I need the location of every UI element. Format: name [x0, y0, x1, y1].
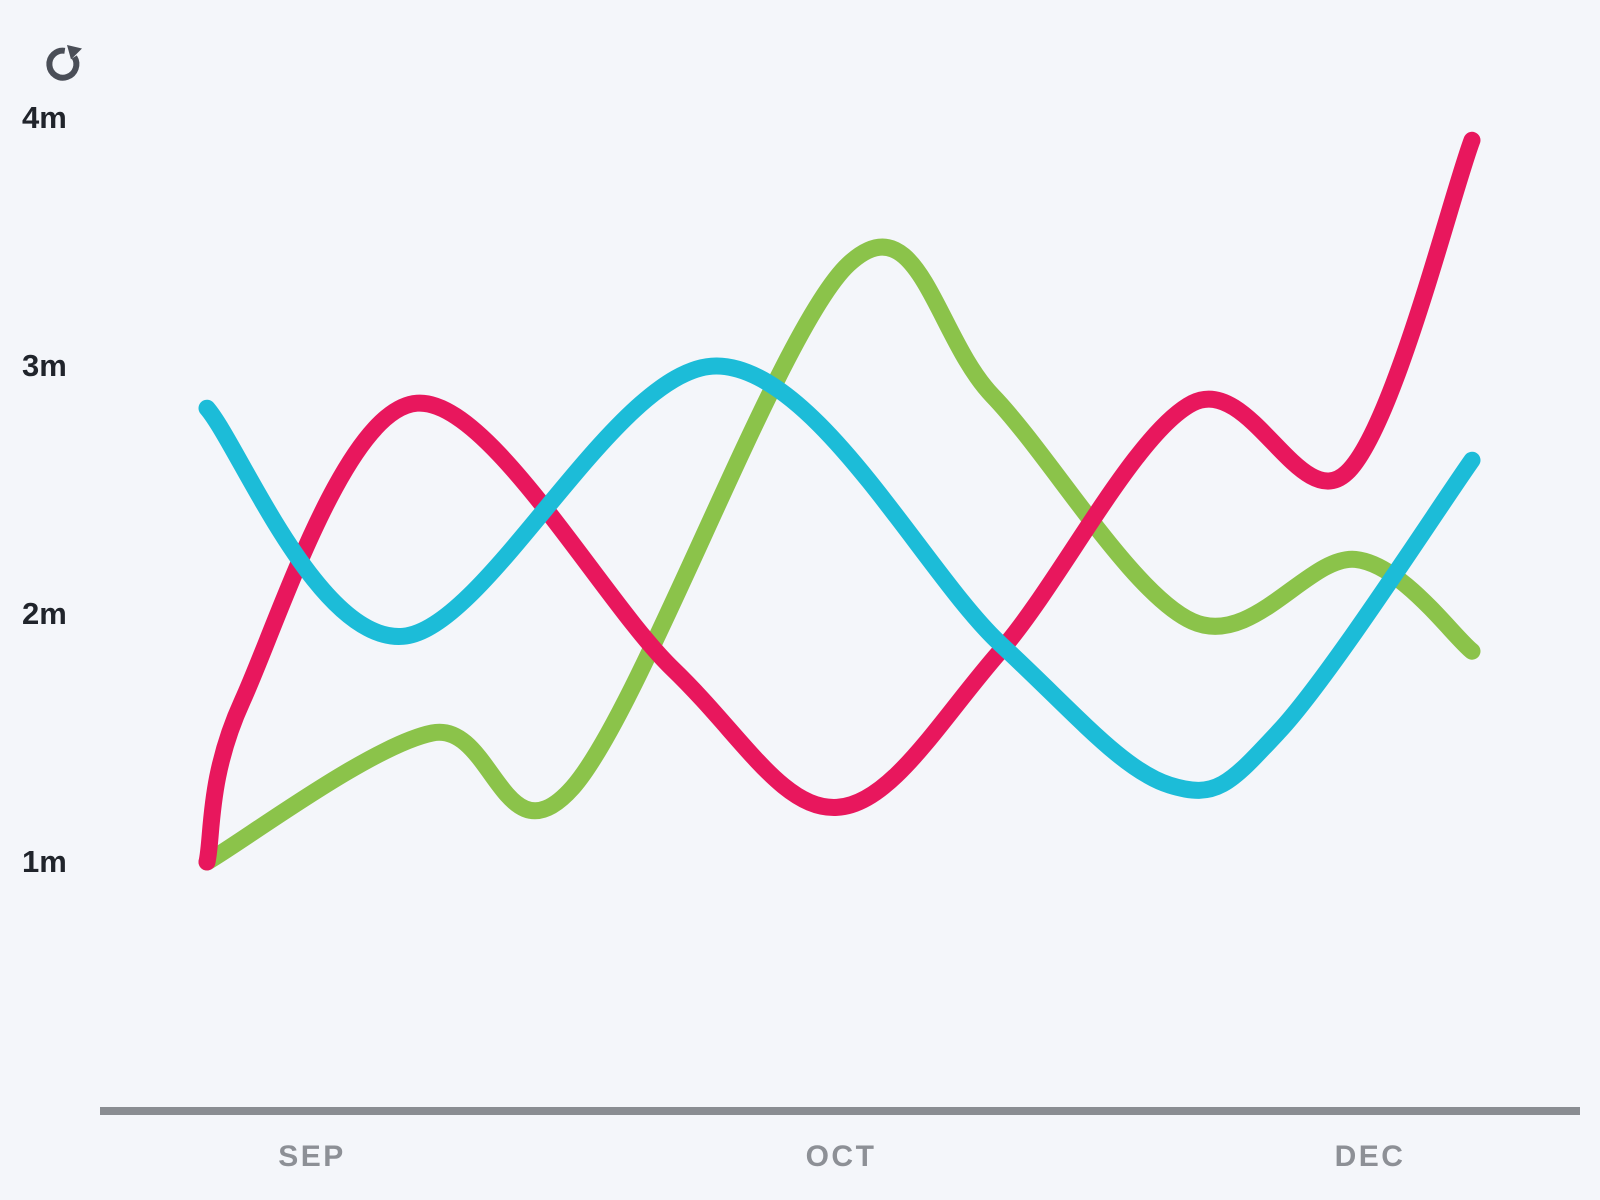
series-line-cyan-series: [198, 357, 1481, 799]
refresh-icon: [46, 45, 82, 81]
x-tick-label-dec: DEC: [1334, 1140, 1406, 1173]
x-tick-label-sep: SEP: [278, 1140, 346, 1173]
y-tick-label-2m: 2m: [22, 596, 67, 631]
x-axis-line: [100, 1107, 1580, 1115]
y-tick-label-1m: 1m: [22, 844, 67, 879]
y-tick-label-4m: 4m: [22, 100, 67, 135]
x-tick-label-oct: OCT: [805, 1140, 877, 1173]
y-tick-label-3m: 3m: [22, 348, 67, 383]
series-line-pink-series: [198, 131, 1481, 871]
series-line-green-series: [198, 238, 1481, 871]
refresh-button[interactable]: [38, 36, 86, 84]
